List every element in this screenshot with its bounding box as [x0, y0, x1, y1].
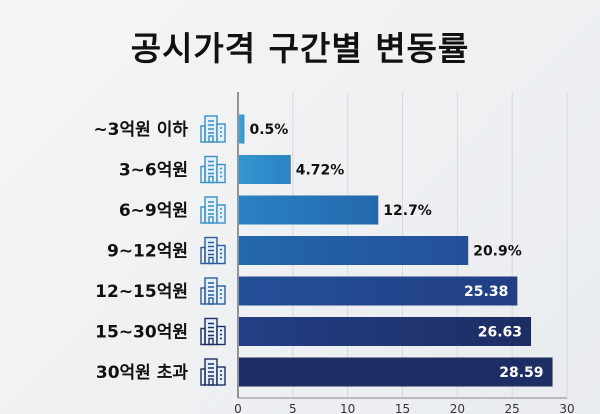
chart-title: 공시가격 구간별 변동률	[130, 29, 470, 68]
x-tick-label: 0	[234, 402, 242, 414]
category-label: 30억원 초과	[96, 363, 188, 383]
bar	[239, 114, 245, 144]
bar	[239, 357, 553, 387]
category-label: 6~9억원	[119, 201, 188, 221]
bar	[239, 155, 291, 184]
building-icon	[200, 236, 226, 265]
building-icon	[200, 155, 226, 184]
x-tick-label: 30	[559, 402, 574, 414]
data-label: 26.63	[478, 325, 522, 341]
bar	[239, 236, 469, 265]
building-icon	[200, 277, 226, 305]
x-tick-label: 25	[505, 402, 520, 414]
building-icon	[200, 115, 226, 143]
bar	[239, 317, 532, 346]
category-label: 3~6억원	[119, 161, 188, 181]
building-icon	[200, 358, 226, 386]
data-label: 28.59	[499, 365, 543, 381]
x-tick-label: 10	[340, 402, 355, 414]
x-tick-label: 5	[289, 402, 297, 414]
category-label: 12~15억원	[95, 282, 188, 302]
category-label: 9~12억원	[107, 242, 188, 262]
data-label: 20.9%	[473, 244, 522, 260]
category-label: ~3억원 이하	[93, 120, 188, 140]
bar	[239, 276, 518, 306]
x-tick-label: 15	[395, 402, 410, 414]
data-label: 12.7%	[383, 203, 432, 219]
data-label: 0.5%	[249, 122, 288, 138]
data-label: 25.38	[464, 284, 508, 300]
x-tick-label: 20	[450, 402, 465, 414]
category-label: 15~30억원	[95, 323, 188, 343]
data-label: 4.72%	[296, 163, 345, 179]
building-icon	[200, 317, 226, 346]
building-icon	[200, 196, 226, 224]
bar	[239, 195, 379, 225]
